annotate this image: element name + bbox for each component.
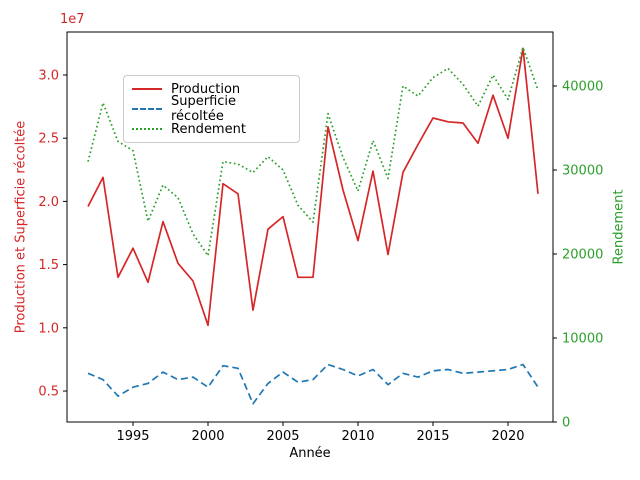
legend-label-superficie: Superficie récoltée — [171, 94, 237, 124]
production-line — [87, 47, 539, 327]
legend-item-superficie: Superficie récoltée — [132, 94, 291, 124]
y-left-tick-label: 1.5 — [38, 258, 59, 273]
y-left-tick-label: 0.5 — [38, 385, 59, 400]
y-left-tick-label: 2.0 — [38, 195, 59, 210]
offset-text-1e7: 1e7 — [60, 12, 85, 27]
legend-item-production: Production — [132, 79, 291, 99]
legend-label-production: Production — [171, 81, 241, 97]
y-left-tick-label: 1.0 — [38, 321, 59, 336]
y-left-tick-label: 3.0 — [38, 68, 59, 83]
y-left-tick-label: 2.5 — [38, 132, 59, 147]
legend: Production Superficie récoltée Rendement — [123, 75, 300, 143]
legend-label-rendement: Rendement — [171, 121, 246, 137]
superficie-line-swatch — [132, 108, 162, 110]
superficie-line — [87, 363, 539, 405]
x-tick-label: 2010 — [341, 429, 374, 444]
y-right-tick-label: 10000 — [562, 332, 603, 347]
rendement-line — [87, 46, 539, 257]
y-axis-label-left: Production et Superficie récoltée — [13, 120, 29, 334]
x-tick-label: 2005 — [266, 429, 299, 444]
x-axis-label: Année — [289, 446, 331, 461]
x-tick-label: 1995 — [116, 429, 149, 444]
legend-item-rendement: Rendement — [132, 119, 291, 139]
x-tick-label: 2000 — [191, 429, 224, 444]
x-tick-label: 2020 — [491, 429, 524, 444]
y-right-tick-label: 0 — [562, 416, 570, 431]
x-tick-label: 2015 — [416, 429, 449, 444]
production-line-swatch — [132, 88, 162, 90]
y-right-tick-label: 30000 — [562, 164, 603, 179]
y-right-tick-label: 20000 — [562, 248, 603, 263]
rendement-line-swatch — [132, 128, 162, 130]
y-right-tick-label: 40000 — [562, 80, 603, 95]
y-axis-label-right: Rendement — [611, 189, 627, 265]
